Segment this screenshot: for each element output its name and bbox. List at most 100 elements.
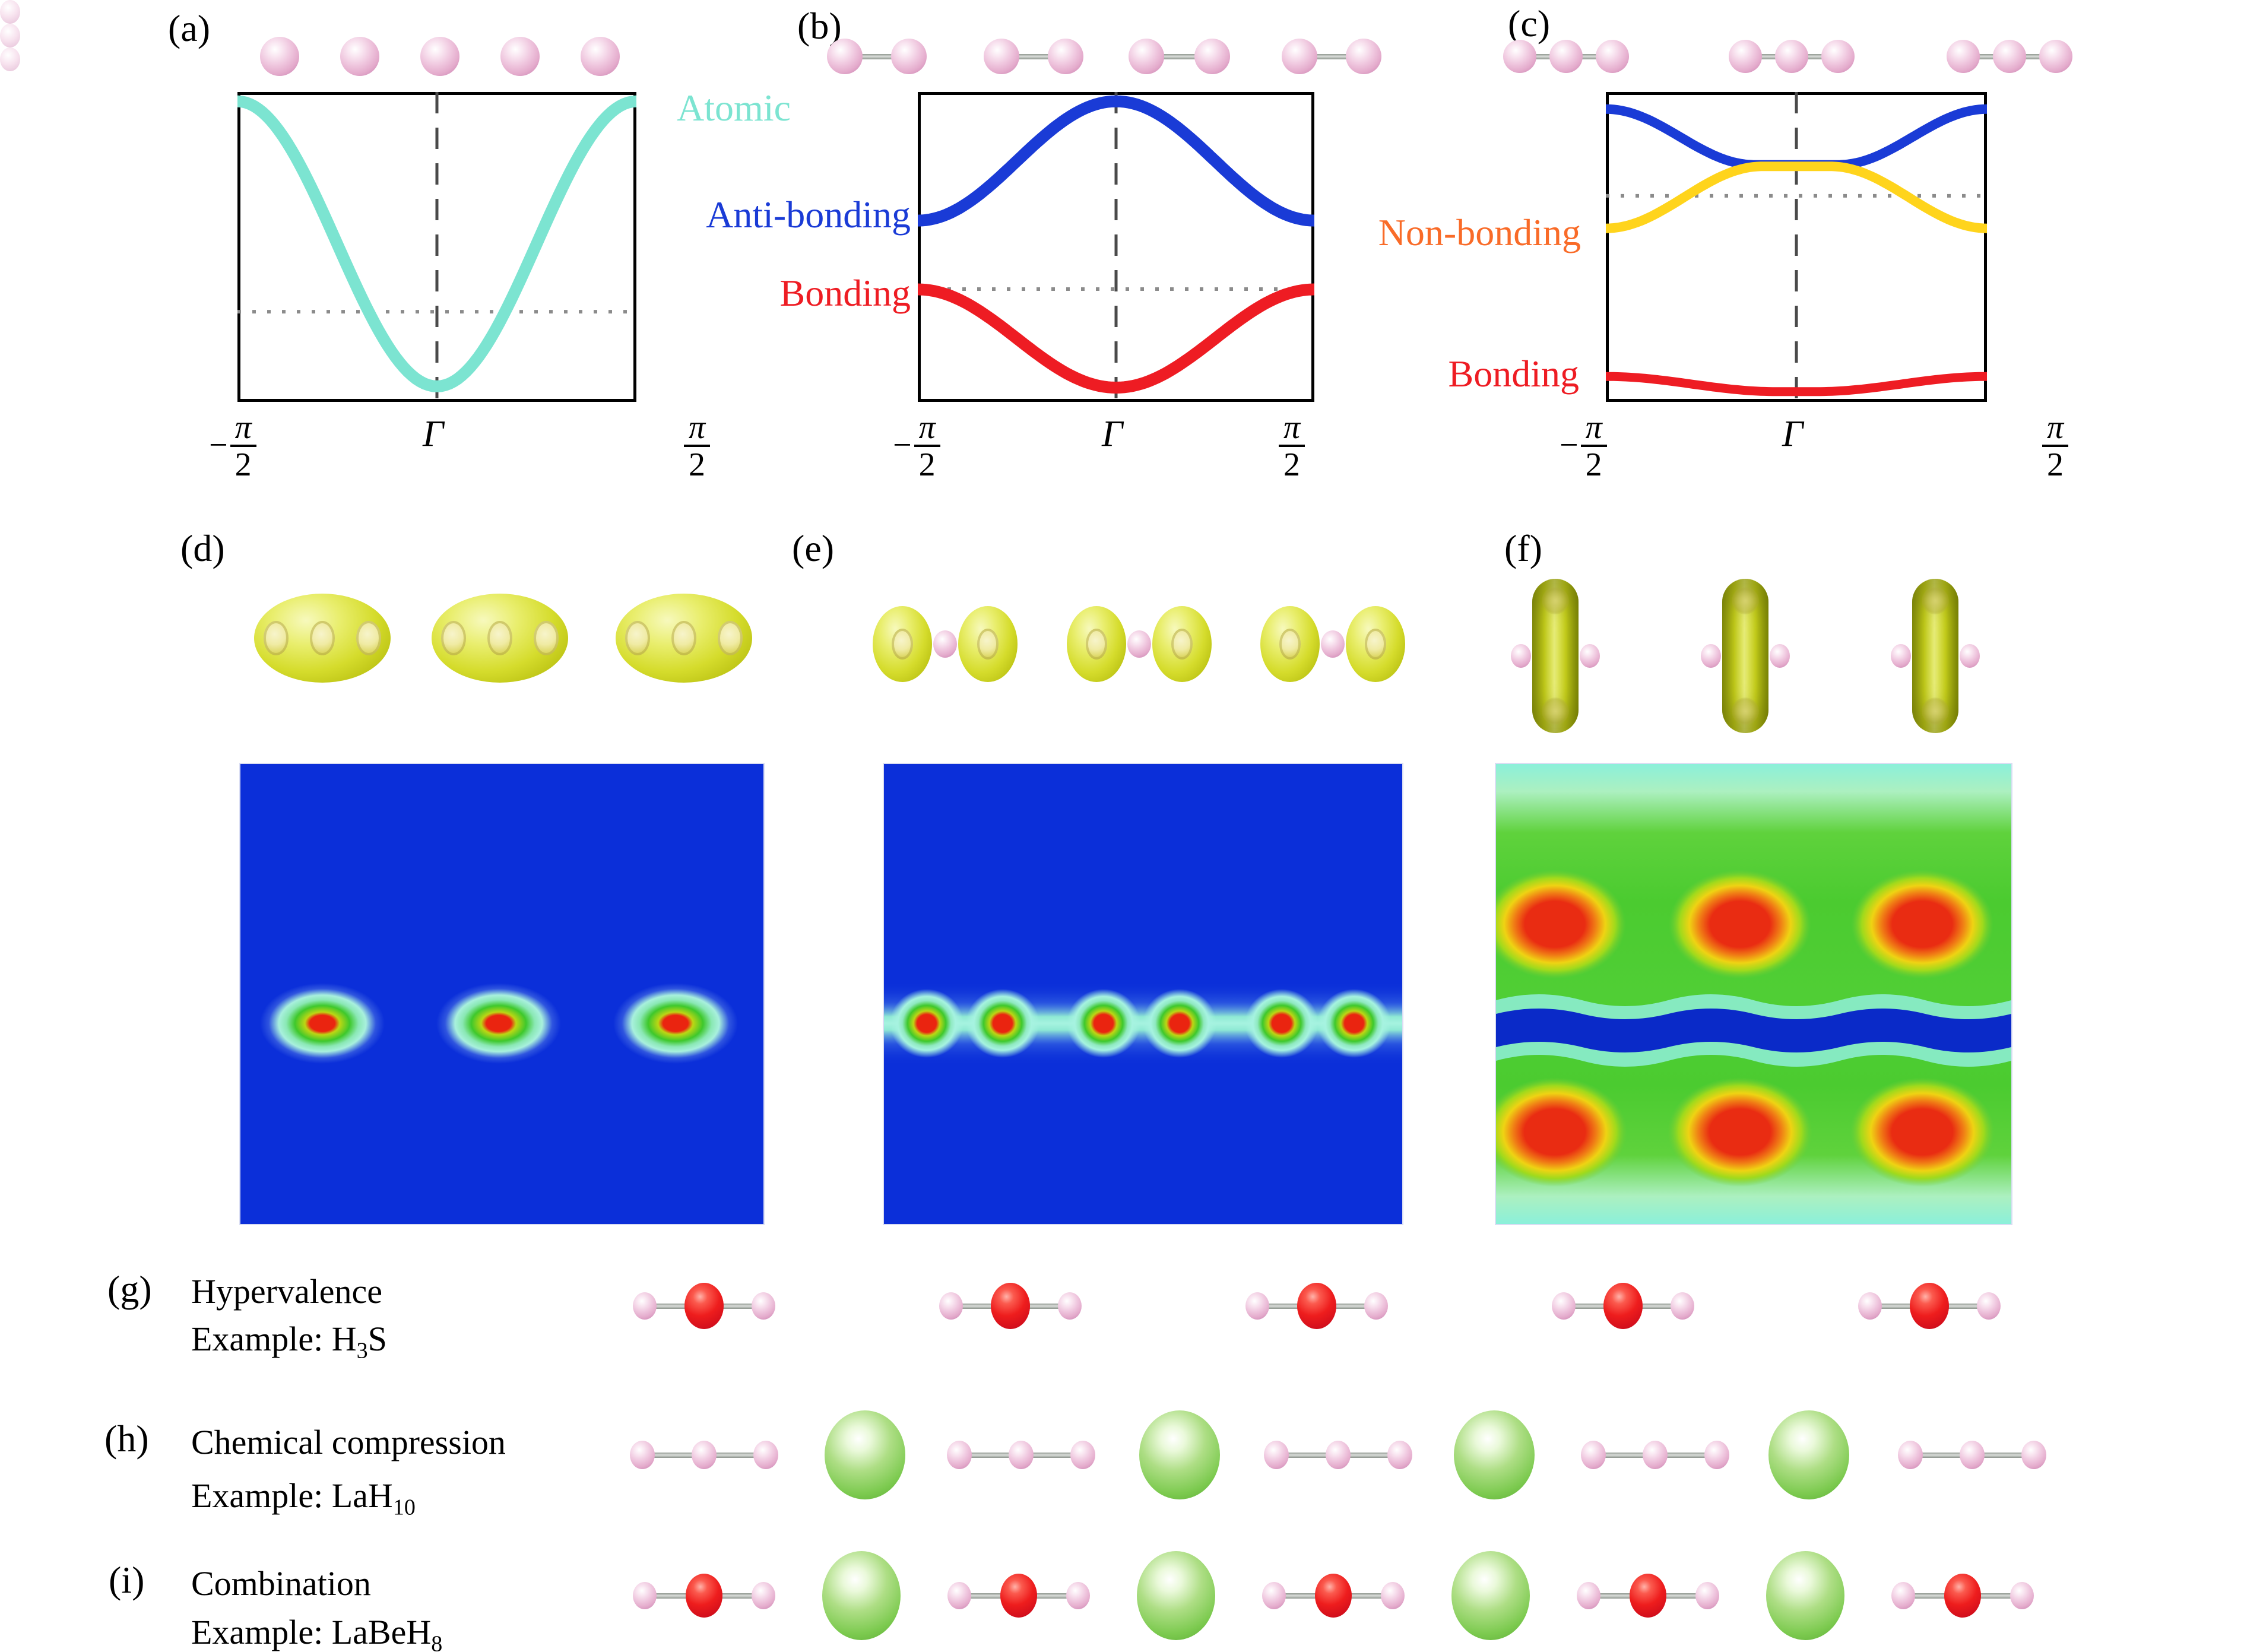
elf-maximum: [1496, 1077, 1627, 1187]
elf-heatmap-atomic: [239, 763, 765, 1225]
hydrogen-atom: [1381, 1582, 1405, 1609]
hydrogen-atom: [1977, 1292, 2001, 1320]
pi-numerator: π: [914, 410, 940, 448]
example-subscript: 8: [431, 1631, 443, 1652]
hydrogen-atom: [1549, 40, 1583, 73]
two-denominator: 2: [1585, 446, 1602, 484]
elf-heatmap-h2: [883, 763, 1403, 1225]
beryllium-atom: [1944, 1574, 1981, 1618]
hydrogen-atom: [752, 1582, 775, 1609]
lanthanum-atom: [1137, 1551, 1215, 1640]
minus-sign: −: [1560, 427, 1579, 464]
hydrogen-atom: [947, 1441, 972, 1469]
elf-maximum: [1851, 870, 1993, 979]
hydrogen-atom: [933, 630, 957, 658]
enclosed-atom-shadow: [1732, 587, 1759, 614]
chemical-compression-example: Example: LaH10: [191, 1477, 416, 1520]
hydrogen-atom: [1580, 644, 1600, 668]
enclosed-hydrogen-atom: [0, 0, 20, 24]
enclosed-hydrogen-atom: [441, 621, 466, 655]
enclosed-hydrogen-atom: [1171, 629, 1193, 659]
hydrogen-atom: [1898, 1441, 1923, 1469]
beryllium-atom: [686, 1574, 722, 1618]
lanthanum-atom: [1139, 1410, 1220, 1499]
enclosed-hydrogen-atom: [1279, 629, 1301, 659]
two-denominator: 2: [1283, 446, 1301, 484]
panel-a-tag: (a): [168, 7, 211, 49]
enclosed-atom-shadow: [1542, 587, 1569, 614]
hydrogen-atom: [1891, 1582, 1915, 1609]
enclosed-hydrogen-atom: [892, 629, 913, 659]
pi-numerator: π: [1279, 410, 1305, 448]
panel-g-tag: (g): [107, 1268, 152, 1310]
hydrogen-atom: [1960, 1441, 1985, 1469]
hydrogen-atom: [420, 37, 459, 76]
hydrogen-atom: [1127, 630, 1151, 658]
hydrogen-atom: [947, 1582, 971, 1609]
hydrogen-atom: [1947, 40, 1980, 73]
elf-maximum: [890, 989, 963, 1058]
minus-sign: −: [209, 427, 228, 464]
sulfur-atom: [1297, 1283, 1336, 1329]
enclosed-hydrogen-atom: [356, 621, 381, 655]
hydrogen-atom: [1770, 644, 1790, 668]
bonding-band-label-b: Bonding: [779, 272, 911, 314]
enclosed-hydrogen-atom: [1086, 629, 1107, 659]
elf-maximum: [1143, 989, 1216, 1058]
anti-bonding-band-label: Anti-bonding: [706, 194, 911, 236]
enclosed-hydrogen-atom: [625, 621, 650, 655]
example-text: Example: H: [191, 1320, 357, 1358]
hydrogen-atom: [1194, 39, 1230, 74]
enclosed-hydrogen-atom: [977, 629, 999, 659]
bond: [1300, 53, 1364, 59]
hypervalence-title: Hypervalence: [191, 1272, 383, 1311]
hydrogen-atom: [2021, 1441, 2046, 1469]
lanthanum-atom: [825, 1410, 905, 1499]
hydrogen-atom: [1321, 630, 1345, 658]
hydrogen-atom: [1264, 1441, 1289, 1469]
elf-maximum: [1669, 870, 1811, 979]
hydrogen-atom: [827, 39, 863, 74]
hydrogen-atom: [1048, 39, 1083, 74]
hydrogen-atom: [1704, 1441, 1729, 1469]
sulfur-atom: [1603, 1283, 1643, 1329]
hydrogen-atom: [633, 1582, 657, 1609]
enclosed-hydrogen-atom: [534, 621, 559, 655]
panel-e-tag: (e): [792, 527, 835, 569]
hydrogen-atom: [1326, 1441, 1351, 1469]
hydrogen-atom: [891, 39, 927, 74]
hydrogen-atom: [1503, 40, 1536, 73]
hydrogen-atom: [633, 1292, 657, 1320]
combination-example: Example: LaBeH8: [191, 1613, 442, 1652]
atomic-band-label: Atomic: [677, 87, 791, 129]
non-bonding-band-label: Non-bonding: [1378, 211, 1581, 253]
hydrogen-atom: [1643, 1441, 1668, 1469]
hydrogen-atom: [752, 1292, 775, 1320]
elf-heatmap-compressed: [1495, 763, 2012, 1225]
beryllium-atom: [1000, 1574, 1037, 1618]
hydrogen-atom: [1695, 1582, 1719, 1609]
hydrogen-atom: [1596, 40, 1629, 73]
hydrogen-atom: [1387, 1441, 1412, 1469]
hydrogen-atom: [2039, 40, 2072, 73]
bond: [845, 53, 909, 59]
hypervalence-example: Example: H3S: [191, 1320, 387, 1364]
elf-maximum: [1067, 989, 1140, 1058]
elf-maximum: [966, 989, 1039, 1058]
hydrogen-atom: [1858, 1292, 1882, 1320]
two-denominator: 2: [918, 446, 936, 484]
elf-maximum: [1496, 870, 1626, 979]
elf-maximum: [1668, 1077, 1812, 1187]
hydrogen-atom: [1364, 1292, 1388, 1320]
bond: [1001, 53, 1066, 59]
hydrogen-atom: [1891, 644, 1911, 668]
hydrogen-atom: [692, 1441, 717, 1469]
two-denominator: 2: [689, 446, 706, 484]
enclosed-atom-shadow: [1922, 587, 1949, 614]
example-subscript: 3: [356, 1338, 368, 1364]
example-text: S: [367, 1320, 387, 1358]
elf-maximum: [436, 983, 561, 1064]
